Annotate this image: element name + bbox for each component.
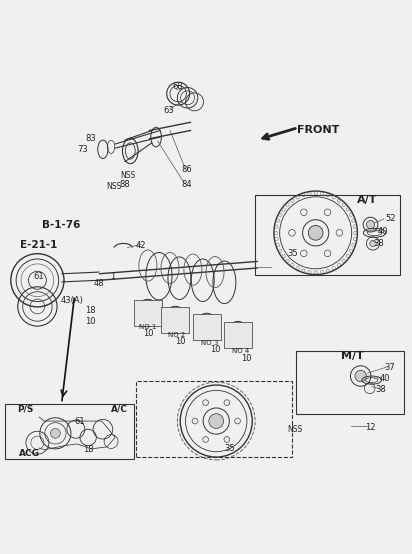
Text: ACG: ACG [19,449,40,458]
Text: NO 3: NO 3 [201,340,218,346]
Bar [296,351,405,414]
Text: 63: 63 [163,106,174,115]
Text: 18: 18 [83,445,94,454]
Text: 48: 48 [94,279,104,288]
Text: 84: 84 [181,181,192,189]
Text: 38: 38 [376,385,386,394]
Text: NSS: NSS [120,171,135,180]
Text: 52: 52 [385,214,396,223]
Text: A/C: A/C [111,404,128,413]
Bar [134,300,162,326]
Text: FRONT: FRONT [297,126,340,136]
Text: NSS: NSS [288,425,303,434]
Bar [162,307,189,332]
Text: 88: 88 [119,181,130,189]
Text: 83: 83 [85,134,96,143]
Text: E-21-1: E-21-1 [19,240,57,250]
Text: 10: 10 [241,353,251,362]
Text: 43(A): 43(A) [60,296,83,305]
Text: NSS: NSS [106,182,122,191]
Text: A/T: A/T [357,195,378,205]
Text: 86: 86 [181,165,192,175]
Text: 40: 40 [377,227,388,235]
Text: NO 2: NO 2 [168,332,185,338]
Circle shape [370,240,376,247]
Circle shape [366,220,375,229]
Text: 40: 40 [380,374,391,383]
Text: NO 4: NO 4 [232,348,249,355]
Text: B-1-76: B-1-76 [42,219,80,229]
Text: P/S: P/S [17,404,33,413]
Text: 10: 10 [176,337,186,346]
Text: 37: 37 [385,363,396,372]
Circle shape [355,370,366,382]
Circle shape [51,428,60,438]
Text: 38: 38 [373,239,384,248]
Text: 18: 18 [85,306,96,315]
Text: 73: 73 [77,145,88,154]
Text: 35: 35 [288,249,298,258]
Text: 1: 1 [110,271,115,281]
Circle shape [308,225,323,240]
Text: 10: 10 [143,329,153,338]
Text: 12: 12 [365,423,376,432]
Text: 68: 68 [173,82,184,91]
Bar [136,381,292,457]
Text: M/T: M/T [341,351,364,361]
Bar [255,195,400,275]
Bar [224,322,252,348]
Text: 10: 10 [210,345,220,355]
Text: NO 1: NO 1 [139,324,157,330]
Text: 42: 42 [136,240,147,250]
Bar [5,404,134,459]
Circle shape [209,414,224,428]
Text: 35: 35 [225,444,235,453]
Text: 10: 10 [85,317,96,326]
Bar [193,314,221,340]
Text: 61: 61 [33,271,44,281]
Text: 61: 61 [75,417,85,425]
